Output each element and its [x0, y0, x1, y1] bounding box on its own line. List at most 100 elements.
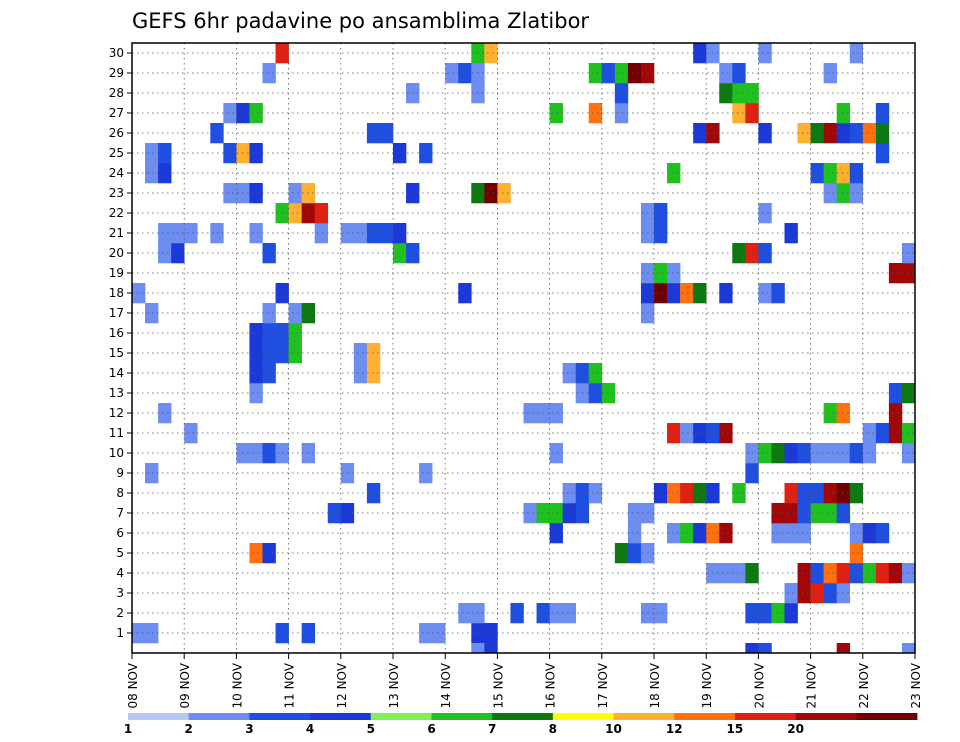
heatmap-cell — [836, 643, 851, 654]
heatmap-cell — [419, 463, 433, 484]
heatmap-cell — [680, 423, 694, 444]
heatmap-cell — [888, 563, 903, 584]
colorbar-swatch — [795, 713, 857, 720]
heatmap-cell — [758, 603, 772, 624]
heatmap-cell — [379, 123, 394, 144]
x-axis-ticks: 08 NOV 09 NOV 10 NOV 11 NOV 12 NOV 13 NOV 14 N… — [126, 653, 923, 709]
heatmap-cell — [158, 223, 172, 244]
heatmap-cell — [562, 503, 576, 524]
heatmap-cell — [419, 143, 433, 164]
y-tick-label: 23 — [109, 186, 124, 200]
heatmap-cell — [562, 363, 576, 384]
heatmap-cell — [758, 43, 772, 64]
x-tick-label: 19 NOV — [700, 662, 714, 708]
heatmap-cell — [901, 263, 916, 284]
heatmap-cell — [588, 383, 603, 404]
heatmap-cell — [797, 483, 811, 504]
x-tick-label: 13 NOV — [387, 662, 401, 708]
heatmap-cell — [901, 443, 916, 464]
heatmap-cell — [458, 283, 472, 304]
heatmap-cell — [588, 63, 603, 84]
heatmap-cell — [719, 83, 733, 104]
heatmap-cell — [549, 403, 563, 424]
colorbar-swatch — [310, 713, 372, 720]
heatmap-cell — [693, 123, 707, 144]
heatmap-cell — [784, 443, 798, 464]
heatmap-cell — [719, 63, 733, 84]
heatmap-cell — [901, 423, 916, 444]
heatmap-cell — [823, 563, 837, 584]
heatmap-cell — [797, 443, 811, 464]
heatmap-cell — [823, 503, 837, 524]
y-tick-label: 7 — [116, 506, 124, 520]
y-tick-label: 4 — [116, 566, 124, 580]
heatmap-cell — [654, 203, 668, 224]
heatmap-cell — [784, 223, 798, 244]
heatmap-cell — [158, 243, 172, 264]
heatmap-cell — [667, 283, 681, 304]
heatmap-cell — [732, 483, 746, 504]
heatmap-cell — [849, 543, 864, 564]
heatmap-cell — [210, 223, 224, 244]
colorbar-label: 6 — [427, 722, 435, 736]
y-tick-label: 29 — [109, 66, 124, 80]
heatmap-cell — [732, 563, 746, 584]
x-tick-label: 11 NOV — [283, 662, 297, 708]
heatmap-cell — [614, 103, 629, 124]
heatmap-cell — [680, 483, 694, 504]
heatmap-cell — [693, 283, 707, 304]
y-tick-label: 10 — [109, 446, 124, 460]
x-tick-label: 23 NOV — [909, 662, 923, 708]
heatmap-cell — [784, 583, 798, 604]
y-tick-label: 11 — [109, 426, 124, 440]
heatmap-cell — [288, 323, 302, 344]
heatmap-cell — [353, 223, 368, 244]
heatmap-cell — [210, 123, 224, 144]
x-tick-label: 14 NOV — [439, 662, 453, 708]
heatmap-cell — [693, 43, 707, 64]
heatmap-cell — [758, 203, 772, 224]
x-tick-label: 08 NOV — [126, 662, 140, 708]
heatmap-cell — [784, 503, 798, 524]
heatmap-cell — [158, 403, 172, 424]
heatmap-cell — [667, 423, 681, 444]
heatmap-cell — [654, 223, 668, 244]
heatmap-cell — [262, 543, 276, 564]
x-tick-label: 16 NOV — [544, 662, 558, 708]
heatmap-cell — [849, 163, 864, 184]
heatmap-cell — [693, 523, 707, 544]
heatmap-cell — [667, 483, 681, 504]
heatmap-cell — [379, 223, 394, 244]
x-tick-label: 12 NOV — [335, 662, 349, 708]
heatmap-cell — [262, 63, 276, 84]
heatmap-cell — [249, 323, 263, 344]
heatmap-cell — [784, 603, 798, 624]
heatmap-cell — [823, 583, 837, 604]
heatmap-cell — [393, 223, 407, 244]
colorbar-label: 20 — [787, 722, 804, 736]
heatmap-cell — [484, 643, 498, 654]
heatmap-cell — [888, 263, 903, 284]
heatmap-cell — [823, 183, 837, 204]
heatmap-cell — [262, 323, 276, 344]
heatmap-cell — [588, 483, 603, 504]
heatmap-cell — [549, 103, 563, 124]
y-tick-label: 18 — [109, 286, 124, 300]
grid-lines — [132, 43, 915, 653]
heatmap-cell — [314, 203, 329, 224]
heatmap-cell — [132, 623, 146, 644]
heatmap-cell — [732, 83, 746, 104]
colorbar-label: 10 — [605, 722, 622, 736]
heatmap-cell — [262, 303, 276, 324]
y-tick-label: 25 — [109, 146, 124, 160]
heatmap-cell — [549, 503, 563, 524]
heatmap-cell — [288, 183, 302, 204]
colorbar-swatch — [128, 713, 190, 720]
heatmap-cell — [314, 223, 329, 244]
heatmap-cell — [471, 643, 485, 654]
heatmap-cell — [223, 183, 237, 204]
heatmap-cell — [627, 63, 642, 84]
heatmap-cell — [758, 243, 772, 264]
y-tick-label: 8 — [116, 486, 124, 500]
